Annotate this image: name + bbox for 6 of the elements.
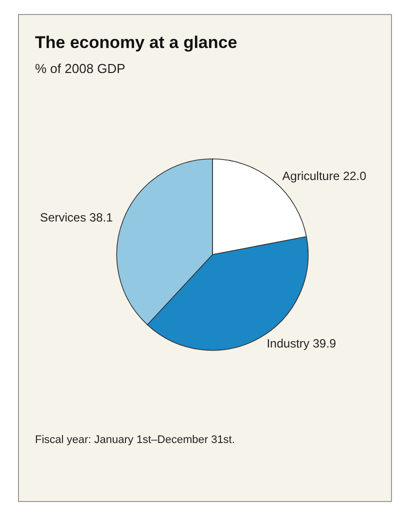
slice-label: Industry 39.9	[266, 336, 336, 351]
slice-label: Services 38.1	[40, 210, 114, 224]
chart-title: The economy at a glance	[35, 33, 238, 53]
chart-subtitle: % of 2008 GDP	[35, 61, 126, 76]
slice-label: Agriculture 22.0	[282, 169, 367, 184]
text: Fiscal year: January 1st–December 31st.	[35, 433, 236, 448]
